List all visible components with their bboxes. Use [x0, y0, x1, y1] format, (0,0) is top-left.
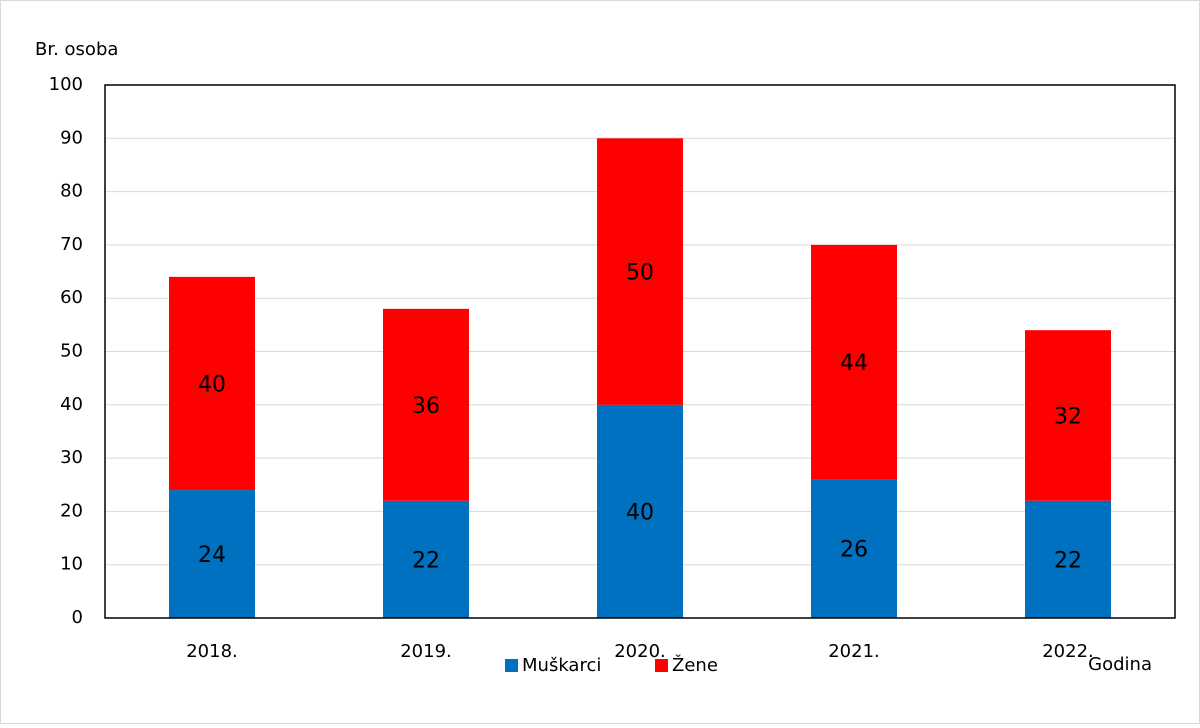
data-label: 26 — [840, 538, 868, 563]
bar-segment — [169, 490, 255, 618]
x-axis-label: Godina — [1088, 654, 1152, 675]
legend-swatch — [505, 659, 518, 672]
y-tick-label: 90 — [60, 127, 83, 148]
bar-segment — [811, 479, 897, 618]
legend-label: Žene — [672, 654, 718, 676]
x-tick-label: 2018. — [186, 641, 238, 662]
y-tick-label: 60 — [60, 287, 83, 308]
x-tick-label: 2019. — [400, 641, 452, 662]
bar-segment — [1025, 500, 1111, 618]
x-tick-label: 2021. — [828, 641, 880, 662]
data-label: 24 — [198, 543, 226, 568]
y-tick-label: 0 — [72, 607, 83, 628]
bar-segment — [383, 308, 469, 501]
plot-border — [104, 84, 1176, 619]
y-tick-label: 80 — [60, 181, 83, 202]
y-axis-label: Br. osoba — [35, 39, 118, 60]
y-tick-label: 20 — [60, 500, 83, 521]
legend-label: Muškarci — [522, 655, 601, 676]
bar-segment — [597, 404, 683, 618]
data-label: 22 — [1054, 548, 1082, 573]
bar-segment — [811, 244, 897, 480]
data-label: 40 — [198, 372, 226, 397]
bar-segment — [1025, 330, 1111, 501]
bar-segment — [169, 276, 255, 491]
data-label: 40 — [626, 500, 654, 525]
data-label: 22 — [412, 548, 440, 573]
y-tick-label: 10 — [60, 554, 83, 575]
y-tick-label: 40 — [60, 394, 83, 415]
y-tick-label: 50 — [60, 341, 83, 362]
data-label: 32 — [1054, 404, 1082, 429]
x-tick-label: 2022. — [1042, 641, 1094, 662]
bar-segment — [383, 500, 469, 618]
data-label: 36 — [412, 394, 440, 419]
data-label: 44 — [840, 351, 868, 376]
legend-swatch — [655, 659, 668, 672]
bar-segment — [597, 138, 683, 405]
y-tick-label: 30 — [60, 447, 83, 468]
x-tick-label: 2020. — [614, 641, 666, 662]
data-label: 50 — [626, 261, 654, 286]
y-tick-label: 70 — [60, 234, 83, 255]
y-tick-label: 100 — [49, 74, 83, 95]
